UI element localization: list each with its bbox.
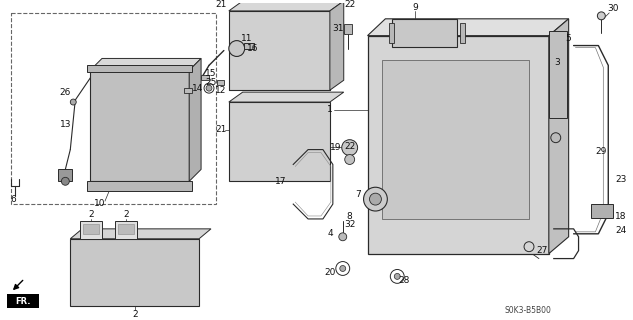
Text: S0K3-B5B00: S0K3-B5B00 <box>505 306 551 315</box>
Text: 21: 21 <box>215 0 227 10</box>
Bar <box>392 19 456 46</box>
Circle shape <box>339 233 347 241</box>
Text: 5: 5 <box>566 34 572 43</box>
Circle shape <box>70 99 76 105</box>
Bar <box>83 224 99 234</box>
Text: 10: 10 <box>94 199 106 208</box>
Polygon shape <box>229 1 344 11</box>
Circle shape <box>394 273 400 279</box>
Text: 13: 13 <box>60 120 71 129</box>
Bar <box>70 239 199 306</box>
Text: 3: 3 <box>554 58 560 67</box>
Text: 31: 31 <box>332 24 344 33</box>
Bar <box>229 11 330 90</box>
Circle shape <box>345 155 354 164</box>
Bar <box>80 221 102 239</box>
Text: 4: 4 <box>327 229 333 238</box>
Text: 21: 21 <box>215 125 227 134</box>
Polygon shape <box>58 169 72 181</box>
Text: 26: 26 <box>60 88 71 97</box>
Polygon shape <box>229 92 344 102</box>
Bar <box>115 221 137 239</box>
Bar <box>389 23 394 43</box>
Text: 14: 14 <box>192 84 204 93</box>
Polygon shape <box>549 19 568 254</box>
Text: 6: 6 <box>10 195 16 204</box>
Circle shape <box>598 12 605 20</box>
Circle shape <box>370 193 382 205</box>
Polygon shape <box>70 229 211 239</box>
Text: 22: 22 <box>344 142 355 151</box>
Bar <box>549 31 567 118</box>
Bar <box>244 43 254 49</box>
Text: 32: 32 <box>344 220 355 229</box>
Text: 22: 22 <box>344 0 355 10</box>
Text: 30: 30 <box>608 4 619 13</box>
Text: 2: 2 <box>123 211 128 220</box>
Text: 2: 2 <box>88 211 94 220</box>
Polygon shape <box>189 59 201 181</box>
Circle shape <box>363 187 387 211</box>
Text: 29: 29 <box>596 147 607 156</box>
Bar <box>87 181 192 191</box>
Text: 11: 11 <box>241 34 253 43</box>
Text: 27: 27 <box>536 246 548 255</box>
Text: 18: 18 <box>615 212 627 221</box>
Text: 7: 7 <box>354 190 360 199</box>
Bar <box>87 65 192 72</box>
Text: 28: 28 <box>399 276 410 285</box>
Circle shape <box>551 133 561 143</box>
Polygon shape <box>330 1 344 90</box>
Text: 12: 12 <box>215 86 227 95</box>
Text: 25: 25 <box>205 78 216 87</box>
Bar <box>591 204 613 218</box>
Bar <box>368 36 549 254</box>
Text: 24: 24 <box>615 226 627 235</box>
Circle shape <box>61 177 69 185</box>
Circle shape <box>206 85 212 91</box>
Text: 9: 9 <box>412 4 418 12</box>
Text: 20: 20 <box>324 268 335 277</box>
Text: 15: 15 <box>205 69 216 78</box>
Bar <box>201 75 209 80</box>
Bar <box>90 70 189 181</box>
Text: FR.: FR. <box>15 297 30 306</box>
Text: 2: 2 <box>132 309 137 318</box>
Circle shape <box>342 140 358 156</box>
Text: 16: 16 <box>247 44 258 53</box>
Polygon shape <box>368 19 568 36</box>
Bar <box>460 23 465 43</box>
Circle shape <box>229 41 245 56</box>
Text: 8: 8 <box>347 212 353 221</box>
Polygon shape <box>90 59 201 70</box>
Text: 17: 17 <box>275 177 286 186</box>
Bar <box>11 13 216 204</box>
Text: 23: 23 <box>615 175 627 184</box>
Circle shape <box>340 266 346 271</box>
Bar <box>344 24 352 34</box>
Bar <box>7 294 39 308</box>
Bar <box>217 80 224 85</box>
Text: 1: 1 <box>327 106 333 115</box>
Bar <box>118 224 134 234</box>
Text: 19: 19 <box>330 143 342 152</box>
Bar <box>184 88 192 93</box>
Bar <box>382 60 529 219</box>
Bar <box>229 102 330 181</box>
